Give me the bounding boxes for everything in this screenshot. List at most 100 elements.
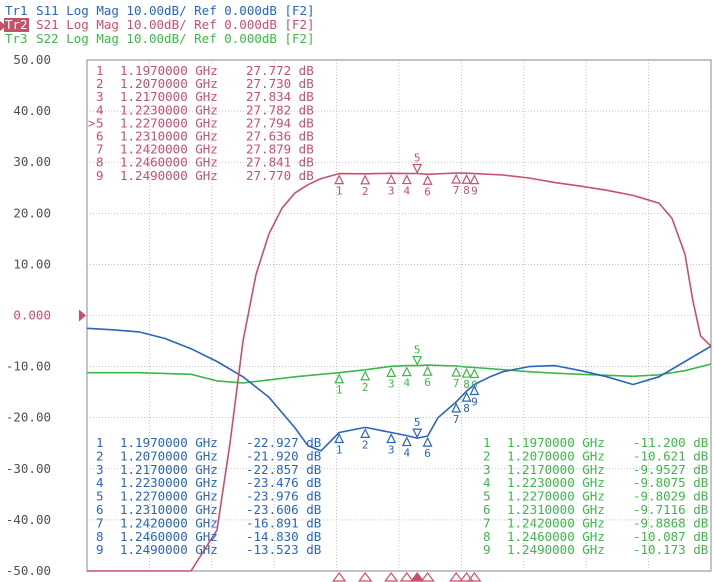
- marker-frequency: 1.2070000 GHz: [507, 448, 605, 463]
- marker-table-row: 7 1.2420000 GHz -16.891 dB: [96, 515, 321, 530]
- marker-table-row: 6 1.2310000 GHz 27.636 dB: [96, 129, 314, 144]
- marker-table-row: 8 1.2460000 GHz -10.087 dB: [483, 529, 708, 544]
- y-tick-label: -30.00: [6, 461, 51, 476]
- marker-value: -21.920 dB: [246, 448, 321, 463]
- marker-frequency: 1.2070000 GHz: [120, 76, 218, 91]
- marker-label: 9: [471, 185, 478, 198]
- trace-line-tr2[interactable]: Tr2 S21 Log Mag 10.00dB/ Ref 0.000dB [F2…: [0, 17, 315, 32]
- marker-triangle-icon: [469, 385, 480, 396]
- marker-position-icon: [358, 572, 373, 582]
- marker-frequency: 1.2310000 GHz: [507, 502, 605, 517]
- marker-value: 27.841 dB: [246, 155, 314, 170]
- trace-param: S22: [36, 31, 59, 46]
- marker-label: 8: [463, 378, 470, 391]
- trace-param: S11: [36, 3, 59, 18]
- marker-value: -22.927 dB: [246, 435, 321, 450]
- marker-frequency: 1.1970000 GHz: [120, 435, 218, 450]
- marker-id: 2: [483, 448, 491, 463]
- marker-table-row: 6 1.2310000 GHz -9.7116 dB: [483, 502, 708, 517]
- marker-value: 27.794 dB: [246, 115, 314, 130]
- marker-value: 27.770 dB: [246, 168, 314, 183]
- marker-frequency: 1.2460000 GHz: [120, 529, 218, 544]
- marker-table-row: 7 1.2420000 GHz 27.879 dB: [96, 142, 314, 157]
- marker-id: 3: [483, 462, 491, 477]
- trace-format: Log Mag 10.00dB/ Ref 0.000dB [F2]: [66, 3, 315, 18]
- marker-frequency: 1.2270000 GHz: [120, 115, 218, 130]
- marker-id: 9: [483, 542, 491, 557]
- y-tick-label: -20.00: [6, 410, 51, 425]
- marker-frequency: 1.2230000 GHz: [507, 475, 605, 490]
- marker-table-row: 1 1.1970000 GHz 27.772 dB: [96, 63, 314, 78]
- marker-triangle-icon: [451, 402, 462, 413]
- marker-label: 6: [424, 447, 431, 460]
- trace-tag: Tr1: [5, 3, 28, 18]
- marker-triangle-icon: [334, 433, 345, 444]
- marker-frequency: 1.2170000 GHz: [507, 462, 605, 477]
- marker-label: 5: [414, 344, 421, 357]
- trace-header: Tr1 S11 Log Mag 10.00dB/ Ref 0.000dB [F2…: [0, 0, 714, 52]
- marker-id: 1: [96, 435, 104, 450]
- y-tick-label: 30.00: [13, 154, 51, 169]
- trace-line-tr3[interactable]: Tr3 S22 Log Mag 10.00dB/ Ref 0.000dB [F2…: [4, 32, 315, 46]
- marker-id: 7: [96, 142, 104, 157]
- marker-label: 7: [453, 377, 460, 390]
- marker-label: 4: [403, 447, 410, 460]
- marker-table-row: 7 1.2420000 GHz -9.8868 dB: [483, 515, 708, 530]
- marker-frequency: 1.2310000 GHz: [120, 129, 218, 144]
- marker-frequency: 1.2230000 GHz: [120, 102, 218, 117]
- y-tick-label: 0.000: [13, 308, 51, 323]
- marker-table-row: 4 1.2230000 GHz 27.782 dB: [96, 102, 314, 117]
- marker-table-row: 5 1.2270000 GHz -23.976 dB: [96, 489, 321, 504]
- marker-value: -9.8075 dB: [633, 475, 708, 490]
- marker-id: 6: [96, 129, 104, 144]
- marker-triangle-icon: [412, 355, 423, 366]
- marker-id: 4: [483, 475, 491, 490]
- marker-position-icon: [410, 572, 425, 582]
- marker-value: -16.891 dB: [246, 515, 321, 530]
- marker-id: 7: [96, 515, 104, 530]
- marker-frequency: 1.2170000 GHz: [120, 462, 218, 477]
- marker-position-icon: [459, 572, 474, 582]
- y-tick-label: -40.00: [6, 512, 51, 527]
- marker-frequency: 1.2420000 GHz: [507, 515, 605, 530]
- marker-value: -10.087 dB: [633, 529, 708, 544]
- marker-value: 27.879 dB: [246, 142, 314, 157]
- marker-frequency: 1.2270000 GHz: [120, 489, 218, 504]
- trace-format: Log Mag 10.00dB/ Ref 0.000dB [F2]: [66, 31, 315, 46]
- marker-frequency: 1.2490000 GHz: [507, 542, 605, 557]
- marker-label: 4: [403, 185, 410, 198]
- y-tick-label: -10.00: [6, 359, 51, 374]
- marker-position-icon: [449, 572, 464, 582]
- reference-arrow-icon: [79, 309, 86, 322]
- marker-table-row: 3 1.2170000 GHz -9.9527 dB: [483, 462, 708, 477]
- marker-label: 2: [362, 185, 369, 198]
- active-marker-arrow-icon: >: [88, 116, 95, 130]
- marker-label: 9: [471, 395, 478, 408]
- marker-frequency: 1.1970000 GHz: [507, 435, 605, 450]
- marker-triangle-icon: [422, 436, 433, 447]
- marker-triangle-icon: [334, 373, 345, 384]
- marker-label: 3: [388, 377, 395, 390]
- trace-param: S21: [36, 17, 59, 32]
- marker-value: -10.173 dB: [633, 542, 708, 557]
- marker-table-row: 2 1.2070000 GHz -21.920 dB: [96, 448, 321, 463]
- marker-label: 8: [463, 184, 470, 197]
- marker-triangle-icon: [461, 391, 472, 402]
- marker-id: 3: [96, 89, 104, 104]
- trace-line-tr1[interactable]: Tr1 S11 Log Mag 10.00dB/ Ref 0.000dB [F2…: [4, 4, 315, 18]
- marker-frequency: 1.2420000 GHz: [120, 515, 218, 530]
- marker-frequency: 1.2270000 GHz: [507, 489, 605, 504]
- marker-frequency: 1.2170000 GHz: [120, 89, 218, 104]
- marker-triangle-icon: [469, 174, 480, 185]
- marker-id: 1: [96, 63, 104, 78]
- active-trace-arrow-icon: [0, 21, 6, 31]
- marker-value: 27.834 dB: [246, 89, 314, 104]
- marker-triangle-icon: [469, 368, 480, 379]
- marker-label: 7: [453, 413, 460, 426]
- marker-triangle-icon: [386, 433, 397, 444]
- y-tick-label: 20.00: [13, 205, 51, 220]
- y-tick-label: 10.00: [13, 256, 51, 271]
- marker-table-row: 1 1.1970000 GHz -22.927 dB: [96, 435, 321, 450]
- marker-position-icon: [399, 572, 414, 582]
